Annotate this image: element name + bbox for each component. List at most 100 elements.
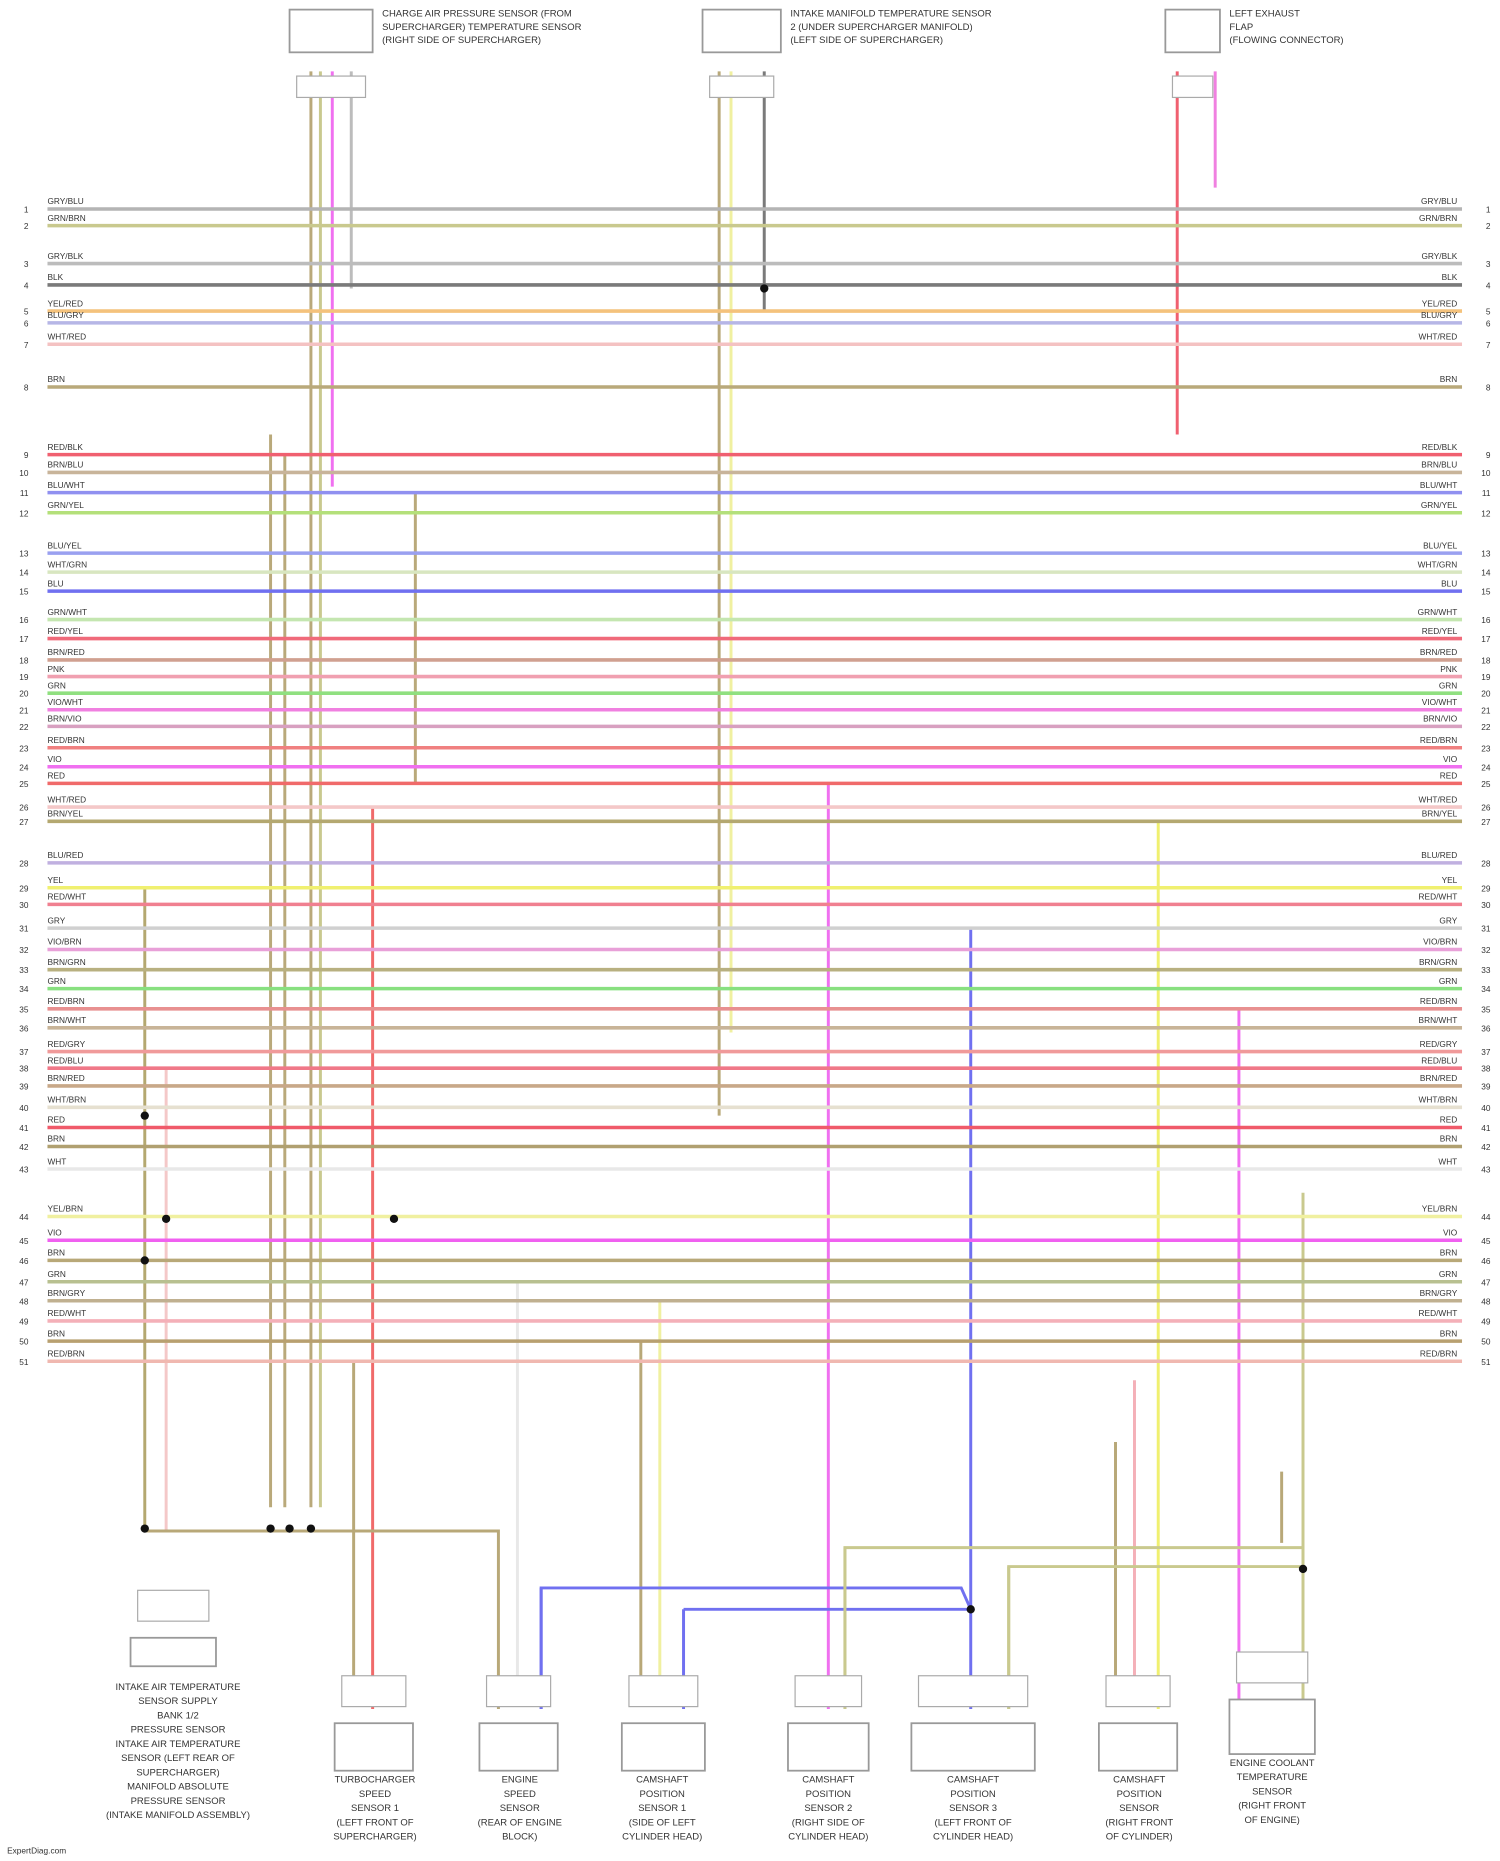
pin-number: 1 [1486,205,1491,215]
wire-label: RED/BLK [1422,442,1458,452]
wire-label: RED/GRY [1420,1039,1458,1049]
wire-label: RED/BRN [1420,996,1457,1006]
component-label: SENSOR 1 [351,1803,399,1814]
connector-body [288,8,374,54]
pin-number: 49 [1481,1316,1491,1326]
wire-label: BRN [1440,1248,1458,1258]
connector-pin [485,1675,552,1708]
component-label: TURBOCHARGER [335,1775,416,1786]
wire-label: BRN/BLU [1421,460,1457,470]
splice [285,1524,294,1533]
component-label: SPEED [504,1789,536,1800]
pin-number: 16 [1481,615,1491,625]
vertical-wires [143,71,1305,1709]
wire-label: WHT/RED [47,332,86,342]
wire-label: VIO [47,754,62,764]
wire-label: VIO/WHT [47,697,83,707]
pin-number: 29 [19,883,29,893]
bus-wire [539,1586,974,1709]
component-label: FLAP [1229,22,1253,33]
component-label: (FLOWING CONNECTOR) [1229,35,1343,46]
wire-label: GRN/WHT [1418,607,1458,617]
pin-number: 12 [1481,508,1491,518]
wire-label: BRN/RED [1420,1073,1457,1083]
splice [266,1524,275,1533]
component-label: TEMPERATURE [1237,1772,1308,1783]
connector-pin [1235,1651,1309,1684]
sensor-body [787,1722,870,1772]
pin-number: 15 [1481,587,1491,597]
component-label: CAMSHAFT [1113,1775,1165,1786]
wire-label: BLU/RED [1421,850,1457,860]
wire-label: GRY/BLU [1421,196,1457,206]
component-label: INTAKE AIR TEMPERATURE [116,1682,241,1693]
wire-label: VIO/BRN [1423,937,1457,947]
pin-number: 21 [1481,705,1491,715]
component-label: SENSOR (LEFT REAR OF [121,1753,235,1764]
pin-number: 8 [1486,383,1491,393]
pin-number: 26 [1481,803,1491,813]
pin-number: 6 [24,318,29,328]
pin-number: 31 [19,924,29,934]
pin-number: 22 [19,722,29,732]
pin-number: 6 [1486,318,1491,328]
wire-label: VIO [1443,754,1458,764]
splice [140,1524,149,1533]
sensor-body [1098,1722,1179,1772]
sensor-body [620,1722,706,1772]
wire-label: BRN [1440,1134,1458,1144]
sensor-body [910,1722,1036,1772]
connector-pin [628,1675,699,1708]
wire-label: RED [1440,771,1458,781]
component-label: OF ENGINE) [1244,1815,1299,1826]
pin-number: 7 [24,340,29,350]
pin-number: 48 [1481,1296,1491,1306]
wire-label: WHT/RED [47,794,86,804]
component-label: POSITION [806,1789,851,1800]
pin-number: 17 [19,634,29,644]
component-label: LEFT EXHAUST [1229,9,1300,20]
wire-label: BLU/WHT [1420,480,1457,490]
pin-number: 42 [1481,1142,1491,1152]
components: CHARGE AIR PRESSURE SENSOR (FROM SUPERCHA… [106,8,1344,1843]
component-label: CYLINDER HEAD) [788,1832,868,1843]
wire-label: GRN/YEL [1421,500,1458,510]
component-label: SENSOR 1 [638,1803,686,1814]
wire-label: BRN [47,1134,65,1144]
component-label: PRESSURE SENSOR [131,1725,226,1736]
component-label: (SIDE OF LEFT [629,1817,696,1828]
wire-label: BRN/YEL [47,809,83,819]
component-label: (REAR OF ENGINE [478,1817,562,1828]
pin-number: 34 [19,984,29,994]
component-label: MANIFOLD ABSOLUTE [127,1782,229,1793]
pin-number: 9 [1486,450,1491,460]
pin-number: 31 [1481,924,1491,934]
component-label: (INTAKE MANIFOLD ASSEMBLY) [106,1810,250,1821]
wire-label: BLK [1442,272,1458,282]
pin-number: 51 [19,1357,29,1367]
wire-label: BRN/WHT [47,1015,86,1025]
pin-number: 46 [19,1256,29,1266]
wire-label: BRN/GRN [47,957,85,967]
pin-number: 33 [19,965,29,975]
wire-label: BRN/YEL [1422,809,1458,819]
component-label: CAMSHAFT [636,1775,688,1786]
component-label: CYLINDER HEAD) [933,1832,1013,1843]
sensor-body [478,1722,559,1772]
pin-number: 11 [1482,488,1491,498]
component-label: OF CYLINDER) [1106,1832,1173,1843]
pin-number: 4 [24,280,29,290]
wire-label: BRN [47,1328,65,1338]
wire-label: WHT/RED [1419,332,1458,342]
wire-label: BRN [1440,374,1458,384]
pin-number: 32 [1481,945,1491,955]
wire-label: RED/BRN [47,735,84,745]
wire-label: GRN [47,976,65,986]
wire-label: GRY [47,915,65,925]
splice [161,1214,171,1224]
wire-label: YEL/BRN [1422,1204,1458,1214]
pin-number: 28 [19,858,29,868]
connector-pin [296,75,367,99]
wire-label: PNK [1440,664,1458,674]
wire-label: RED/BLU [47,1055,83,1065]
